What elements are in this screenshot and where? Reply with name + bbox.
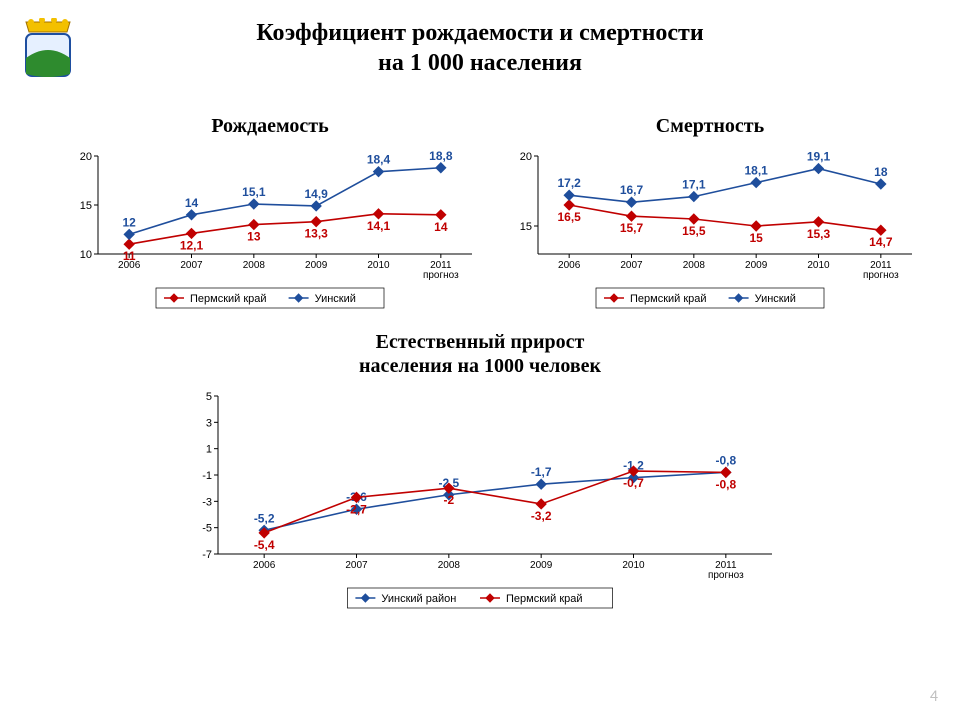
svg-text:-1: -1 bbox=[202, 470, 212, 482]
svg-text:15: 15 bbox=[520, 221, 532, 233]
svg-text:14,7: 14,7 bbox=[869, 235, 893, 249]
svg-text:Уинский: Уинский bbox=[315, 293, 356, 305]
title-line1: Коэффициент рождаемости и смертности bbox=[256, 20, 703, 46]
svg-text:15: 15 bbox=[80, 200, 92, 212]
svg-text:2010: 2010 bbox=[622, 560, 645, 571]
svg-text:18,8: 18,8 bbox=[429, 150, 453, 163]
svg-text:17,2: 17,2 bbox=[557, 176, 581, 190]
svg-text:2007: 2007 bbox=[180, 260, 203, 271]
svg-text:11: 11 bbox=[123, 249, 136, 263]
svg-text:2007: 2007 bbox=[345, 560, 368, 571]
svg-text:Пермский край: Пермский край bbox=[630, 293, 707, 305]
svg-text:Уинский: Уинский bbox=[755, 293, 796, 305]
svg-text:20: 20 bbox=[80, 151, 92, 163]
svg-text:10: 10 bbox=[80, 249, 92, 261]
svg-text:2009: 2009 bbox=[530, 560, 553, 571]
svg-text:-5: -5 bbox=[202, 523, 212, 535]
svg-text:15,1: 15,1 bbox=[242, 185, 266, 199]
svg-text:-5,2: -5,2 bbox=[254, 511, 275, 525]
svg-text:5: 5 bbox=[206, 391, 212, 403]
svg-text:2010: 2010 bbox=[367, 260, 390, 271]
svg-text:-2,7: -2,7 bbox=[346, 502, 367, 516]
svg-text:13,3: 13,3 bbox=[304, 227, 328, 241]
svg-text:20: 20 bbox=[520, 151, 532, 163]
svg-text:прогноз: прогноз bbox=[708, 570, 744, 581]
svg-text:15: 15 bbox=[749, 231, 763, 245]
svg-text:прогноз: прогноз bbox=[423, 270, 459, 281]
chart-growth: -7-5-3-1135200620072008200920102011прогн… bbox=[180, 390, 780, 620]
subtitle-births: Рождаемость bbox=[100, 115, 440, 138]
svg-text:-3: -3 bbox=[202, 496, 212, 508]
svg-text:15,5: 15,5 bbox=[682, 224, 706, 238]
svg-text:15,7: 15,7 bbox=[620, 221, 644, 235]
svg-text:2008: 2008 bbox=[243, 260, 266, 271]
svg-text:2010: 2010 bbox=[807, 260, 830, 271]
subtitle-deaths: Смертность bbox=[540, 115, 880, 138]
svg-text:прогноз: прогноз bbox=[863, 270, 899, 281]
svg-text:2009: 2009 bbox=[305, 260, 328, 271]
svg-text:2008: 2008 bbox=[438, 560, 461, 571]
svg-text:2006: 2006 bbox=[253, 560, 276, 571]
svg-text:14,9: 14,9 bbox=[304, 187, 328, 201]
chart-deaths: 1520200620072008200920102011прогноз16,51… bbox=[500, 150, 920, 320]
svg-text:-0,7: -0,7 bbox=[623, 476, 644, 490]
svg-text:-1,7: -1,7 bbox=[531, 465, 552, 479]
svg-text:12: 12 bbox=[122, 215, 136, 229]
svg-text:18: 18 bbox=[874, 165, 888, 179]
title-line2: на 1 000 населения bbox=[378, 50, 582, 76]
svg-text:14: 14 bbox=[185, 196, 199, 210]
svg-text:14,1: 14,1 bbox=[367, 219, 391, 233]
svg-text:1: 1 bbox=[206, 444, 212, 456]
svg-text:-5,4: -5,4 bbox=[254, 538, 275, 552]
page-title: Коэффициент рождаемости и смертности на … bbox=[0, 18, 960, 78]
svg-text:2009: 2009 bbox=[745, 260, 768, 271]
svg-text:14: 14 bbox=[434, 220, 448, 234]
svg-text:Уинский район: Уинский район bbox=[381, 593, 456, 605]
svg-text:13: 13 bbox=[247, 230, 261, 244]
svg-text:-0,8: -0,8 bbox=[715, 477, 736, 491]
page-number: 4 bbox=[930, 687, 938, 706]
svg-text:17,1: 17,1 bbox=[682, 178, 706, 192]
svg-text:-3,2: -3,2 bbox=[531, 509, 552, 523]
svg-text:-7: -7 bbox=[202, 549, 212, 561]
svg-text:-2: -2 bbox=[443, 493, 454, 507]
svg-text:-0,8: -0,8 bbox=[715, 453, 736, 467]
chart-births: 101520200620072008200920102011прогноз111… bbox=[60, 150, 480, 320]
svg-text:2006: 2006 bbox=[558, 260, 581, 271]
svg-text:16,5: 16,5 bbox=[557, 210, 581, 224]
svg-text:Пермский край: Пермский край bbox=[506, 593, 583, 605]
svg-text:Пермский край: Пермский край bbox=[190, 293, 267, 305]
svg-text:12,1: 12,1 bbox=[180, 238, 204, 252]
svg-text:3: 3 bbox=[206, 417, 212, 429]
svg-text:18,1: 18,1 bbox=[744, 164, 768, 178]
svg-text:19,1: 19,1 bbox=[807, 150, 831, 164]
svg-text:16,7: 16,7 bbox=[620, 183, 644, 197]
svg-text:15,3: 15,3 bbox=[807, 227, 831, 241]
svg-text:18,4: 18,4 bbox=[367, 153, 391, 167]
svg-text:2007: 2007 bbox=[620, 260, 643, 271]
subtitle-growth: Естественный прирост населения на 1000 ч… bbox=[0, 330, 960, 378]
svg-text:2008: 2008 bbox=[683, 260, 706, 271]
